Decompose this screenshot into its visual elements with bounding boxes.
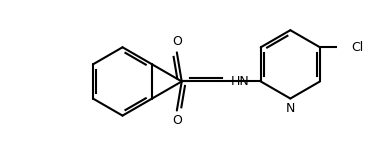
Text: O: O <box>172 35 182 48</box>
Text: HN: HN <box>230 75 249 88</box>
Text: N: N <box>286 102 295 115</box>
Text: Cl: Cl <box>351 41 363 54</box>
Text: O: O <box>172 114 182 127</box>
